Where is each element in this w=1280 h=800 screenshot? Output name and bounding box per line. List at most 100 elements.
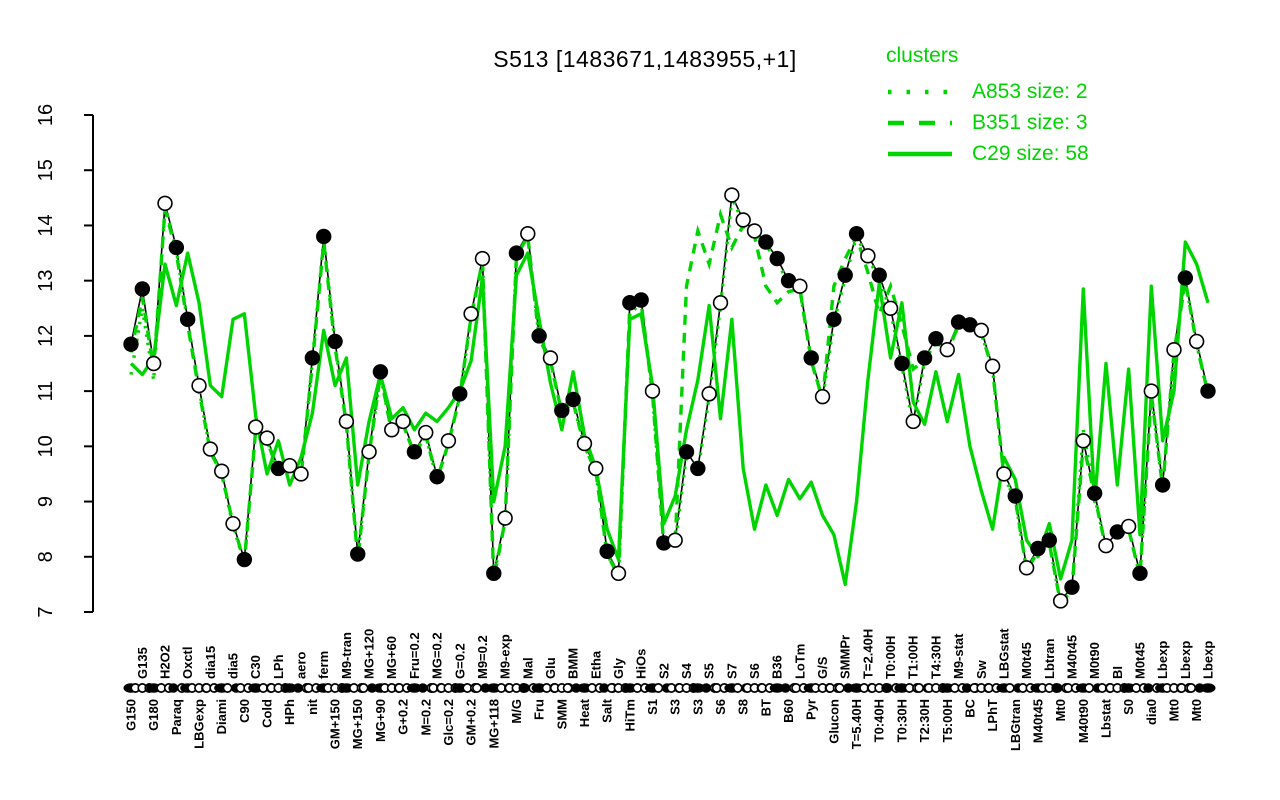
condition-label: BI (1110, 666, 1125, 679)
condition-label: dia0 (1144, 699, 1159, 725)
data-point-filled (803, 350, 819, 366)
condition-label: S0 (1121, 699, 1136, 715)
condition-dot-filled (701, 683, 712, 693)
legend-label: B351 size: 3 (972, 110, 1088, 134)
condition-label: H2O2 (158, 645, 173, 679)
condition-label: S2 (656, 663, 671, 679)
y-tick-label: 14 (35, 214, 57, 236)
data-point-open (860, 248, 876, 264)
data-point-open (701, 386, 717, 402)
data-point-open (882, 300, 899, 316)
y-tick-label: 15 (35, 159, 57, 181)
data-point-filled (179, 311, 196, 328)
data-point-open (939, 341, 955, 358)
condition-dot-filled (417, 683, 428, 693)
condition-label: M40t90 (1076, 699, 1091, 743)
data-point-open (248, 419, 264, 435)
condition-label: G+0.2 (396, 699, 411, 735)
data-point-filled (599, 543, 615, 559)
condition-dot-filled (1200, 683, 1216, 693)
data-point-open (1120, 518, 1137, 535)
data-point-filled (837, 267, 853, 283)
data-point-filled (894, 355, 910, 372)
legend-item-c29: C29 size: 58 (886, 138, 1089, 169)
condition-label: LBGexp (192, 699, 207, 749)
condition-label: Salt (600, 698, 615, 723)
condition-dot-filled (599, 683, 610, 693)
condition-label: LBGtran (1008, 699, 1023, 751)
condition-label: T0:00H (883, 636, 898, 679)
condition-label: Oxctl (180, 646, 195, 679)
data-point-open (984, 358, 1001, 374)
condition-label: MG+118 (486, 699, 501, 749)
data-point-open (191, 377, 207, 394)
condition-dot-filled (406, 683, 422, 693)
data-point-open (282, 457, 298, 474)
condition-label: Lbstat (1098, 698, 1113, 738)
data-point-filled (554, 402, 570, 419)
data-point-filled (429, 469, 445, 485)
cluster-c29-solid-line (129, 240, 1210, 587)
condition-label: SMMPr (838, 635, 853, 679)
condition-dot-open (562, 683, 573, 693)
condition-label: Fru=0.2 (407, 632, 422, 679)
y-tick-label: 10 (35, 435, 57, 457)
data-point-open (1052, 593, 1069, 609)
data-point-open (497, 510, 513, 526)
data-point-filled (565, 391, 581, 408)
y-tick-label: 9 (35, 496, 57, 507)
condition-label: Fru (532, 699, 547, 720)
condition-label: S5 (702, 663, 717, 679)
data-point-open (905, 413, 921, 430)
condition-label: S1 (645, 699, 660, 715)
data-point-open (814, 388, 831, 405)
condition-label: Mt0 (1166, 699, 1181, 721)
condition-label: M=0.2 (418, 699, 433, 736)
data-point-filled (1007, 488, 1023, 504)
condition-label: Etha (588, 650, 603, 679)
condition-label: T=5.40H (849, 699, 864, 749)
condition-label: M40t45 (1064, 635, 1079, 679)
dashed-line-icon (888, 120, 952, 125)
y-tick-label: 11 (35, 381, 57, 402)
y-tick-label: 12 (35, 325, 57, 347)
condition-label: T5:00H (940, 699, 955, 742)
condition-label: T=2.40H (860, 629, 875, 679)
data-point-filled (1200, 383, 1216, 399)
data-point-open (1098, 538, 1114, 554)
condition-dot-open (732, 683, 743, 693)
data-point-open (1188, 333, 1205, 350)
data-point-open (1143, 383, 1160, 399)
condition-label: B36 (770, 655, 785, 679)
condition-label: G180 (146, 699, 161, 731)
condition-label: Lbtran (1042, 639, 1057, 680)
y-axis: 7 8 9 10 11 12 13 14 15 16 (35, 104, 94, 618)
condition-label: MG+150 (350, 699, 365, 749)
condition-label: T4:30H (928, 636, 943, 679)
condition-label: Diami (214, 699, 229, 734)
condition-label: Sw (974, 659, 989, 679)
condition-dot-open (1084, 683, 1095, 693)
condition-label: Lbexp (1155, 641, 1170, 679)
y-tick-label: 7 (35, 606, 57, 617)
condition-label: ferm (316, 651, 331, 679)
legend-label: A853 size: 2 (972, 79, 1088, 103)
data-point-open (361, 444, 377, 460)
condition-label: Mt0 (1189, 699, 1204, 721)
condition-label: Mt0 (1053, 699, 1068, 721)
condition-dot-filled (519, 683, 530, 693)
condition-label: S6 (713, 699, 728, 715)
condition-label: S3 (668, 699, 683, 715)
condition-label: Lbexp (1178, 641, 1193, 679)
condition-label: dia5 (226, 653, 241, 679)
condition-dot-filled (961, 683, 972, 693)
cluster-legend: clusters A853 size: 2 B351 size: 3 C29 s… (886, 44, 1089, 169)
condition-label: C30 (248, 655, 263, 679)
condition-label: GM+0.2 (464, 699, 479, 746)
condition-label: LoTm (792, 644, 807, 679)
data-point-open (1075, 433, 1091, 449)
data-point-filled (1177, 270, 1194, 286)
condition-label: M0t45 (1019, 642, 1034, 679)
gene-points (123, 187, 1216, 609)
